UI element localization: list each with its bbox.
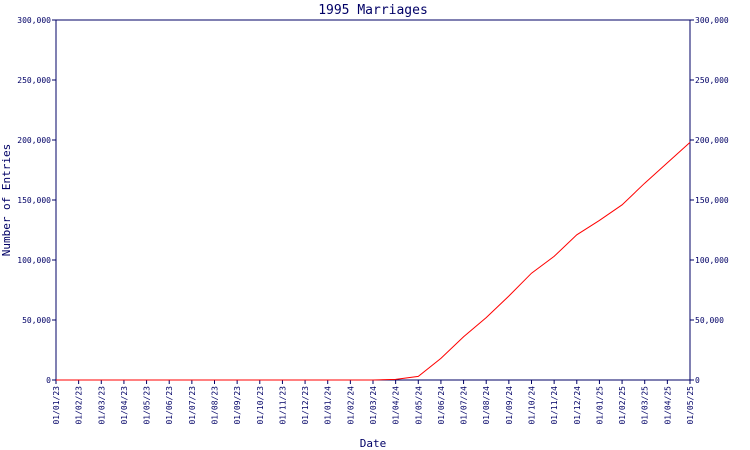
y-tick-right-label: 150,000 — [695, 196, 729, 205]
x-tick-label: 01/12/23 — [301, 386, 310, 425]
y-tick-left-label: 200,000 — [17, 136, 51, 145]
x-axis: 01/01/23 01/02/23 01/03/23 01/04/23 01/05/23… — [52, 380, 695, 425]
x-tick-label: 01/01/23 — [52, 386, 61, 425]
y-tick-left-label: 300,000 — [17, 16, 51, 25]
x-axis-label: Date — [360, 437, 387, 450]
y-tick-left-label: 150,000 — [17, 196, 51, 205]
y-tick-right-label: 100,000 — [695, 256, 729, 265]
x-tick-label: 01/04/23 — [120, 386, 129, 425]
x-tick-label: 01/03/23 — [97, 386, 106, 425]
x-tick-label: 01/10/23 — [256, 386, 265, 425]
x-tick-label: 01/02/25 — [618, 386, 627, 425]
x-tick-label: 01/07/24 — [460, 386, 469, 425]
x-tick-label: 01/09/23 — [233, 386, 242, 425]
y-tick-right-label: 200,000 — [695, 136, 729, 145]
chart-title: 1995 Marriages — [318, 3, 428, 18]
x-tick-label: 01/01/25 — [595, 386, 604, 425]
y-tick-left-label: 100,000 — [17, 256, 51, 265]
series-line — [56, 142, 691, 381]
x-tick-label: 01/07/23 — [188, 386, 197, 425]
x-tick-label: 01/09/24 — [505, 386, 514, 425]
x-tick-label: 01/11/24 — [550, 386, 559, 425]
x-tick-label: 01/10/24 — [528, 386, 537, 425]
y-axis-left: 0 50,000 100,000 150,000 200,000 250,000 300,0… — [17, 16, 56, 385]
y-tick-left-label: 250,000 — [17, 76, 51, 85]
x-tick-label: 01/12/24 — [573, 386, 582, 425]
y-tick-right-label: 250,000 — [695, 76, 729, 85]
x-tick-label: 01/08/24 — [482, 386, 491, 425]
x-tick-label: 01/02/23 — [75, 386, 84, 425]
x-tick-label: 01/05/24 — [414, 386, 423, 425]
x-tick-label: 01/05/23 — [143, 386, 152, 425]
x-tick-label: 01/01/24 — [324, 386, 333, 425]
x-tick-label: 01/04/25 — [663, 386, 672, 425]
x-tick-label: 01/03/25 — [641, 386, 650, 425]
x-tick-label: 01/06/24 — [437, 386, 446, 425]
x-tick-label: 01/05/25 — [686, 386, 695, 425]
y-tick-right-label: 0 — [695, 376, 700, 385]
y-tick-right-label: 50,000 — [695, 316, 724, 325]
plot-area-frame — [55, 19, 691, 381]
y-tick-right-label: 300,000 — [695, 16, 729, 25]
y-axis-right: 0 50,000 100,000 150,000 200,000 250,000 300,0… — [690, 16, 729, 385]
x-tick-label: 01/04/24 — [392, 386, 401, 425]
x-tick-label: 01/08/23 — [211, 386, 220, 425]
x-tick-label: 01/02/24 — [346, 386, 355, 425]
x-tick-label: 01/06/23 — [165, 386, 174, 425]
y-tick-left-label: 50,000 — [22, 316, 51, 325]
x-tick-label: 01/03/24 — [369, 386, 378, 425]
y-axis-label: Number of Entries — [0, 144, 13, 257]
x-tick-label: 01/11/23 — [278, 386, 287, 425]
y-tick-left-label: 0 — [46, 376, 51, 385]
